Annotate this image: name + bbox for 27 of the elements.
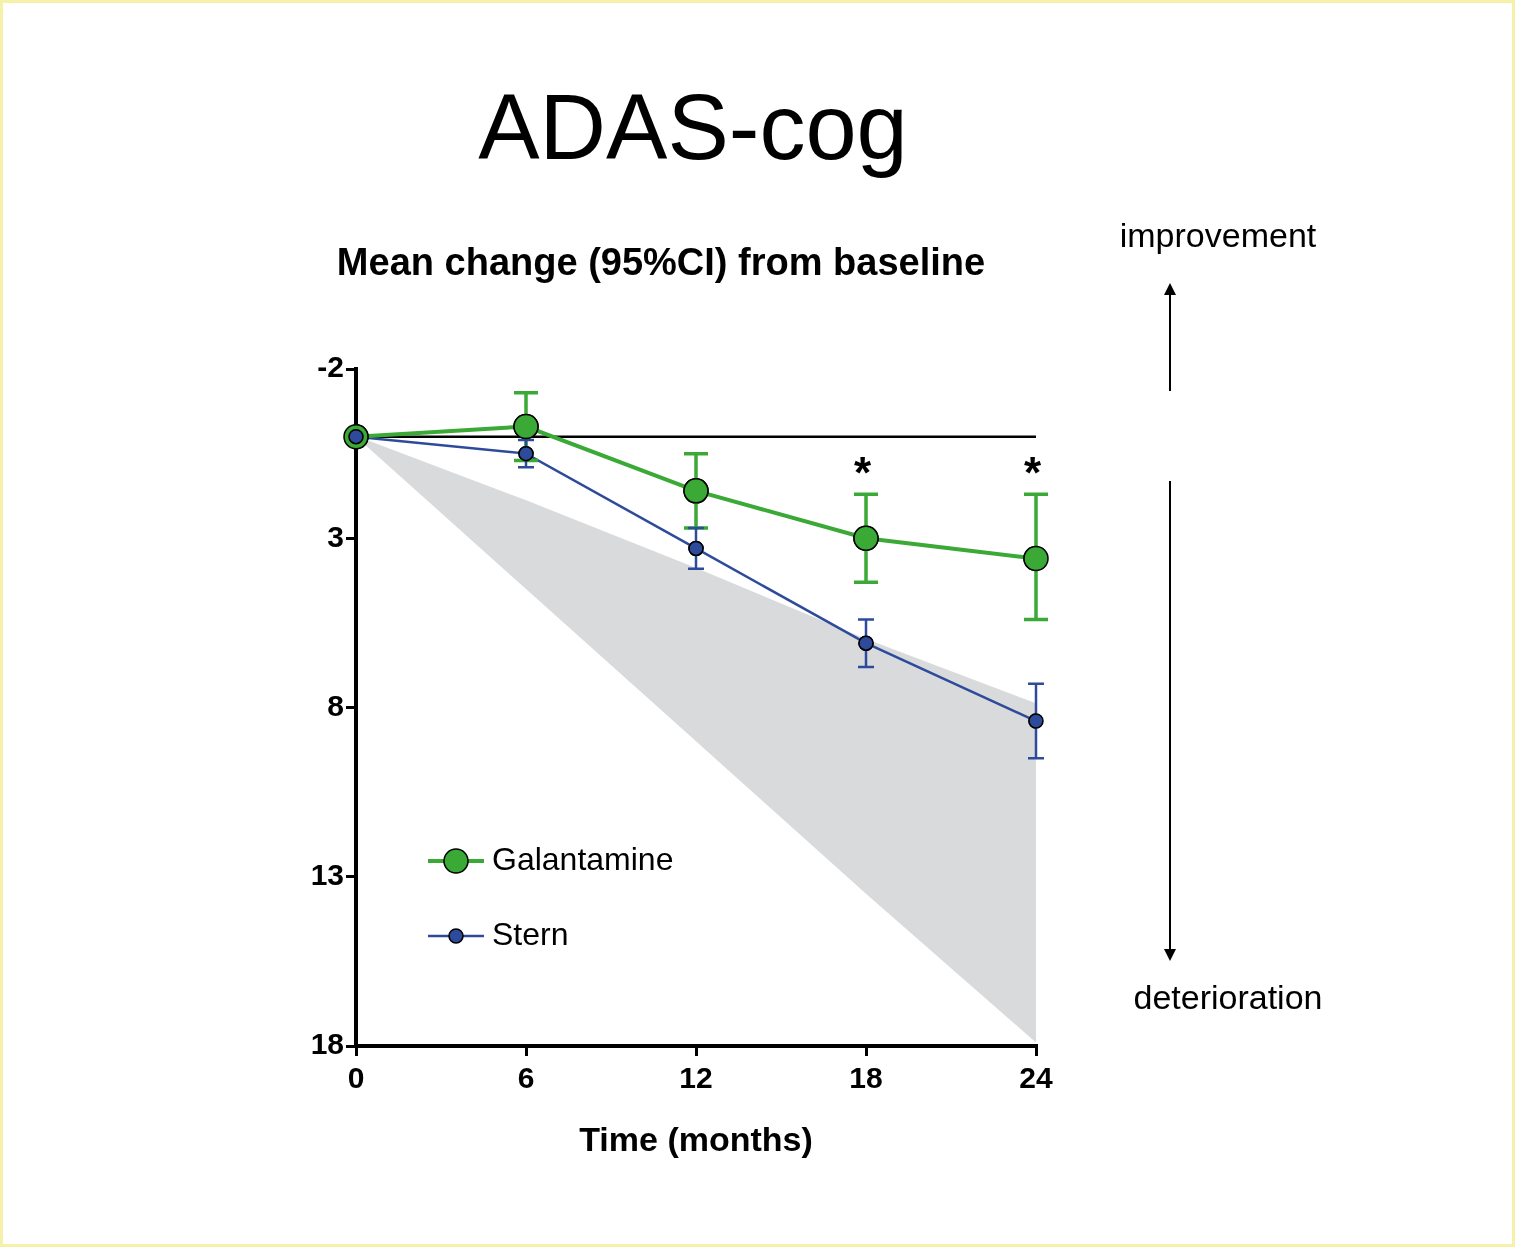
x-tick-label: 6 [517, 1061, 535, 1095]
point [858, 635, 874, 651]
annotation: * [1024, 448, 1042, 498]
point [518, 445, 534, 462]
legend-label: Galantamine [492, 840, 674, 877]
point [513, 413, 539, 440]
annotation: * [854, 448, 872, 498]
legend-label: Stern [492, 915, 569, 952]
point [1023, 545, 1049, 572]
text: deterioration [1132, 978, 1324, 1017]
y-tick-label: 18 [310, 1027, 344, 1061]
point [683, 478, 709, 504]
text: improvement [1118, 216, 1318, 255]
y-tick-label: 8 [327, 688, 344, 722]
y-tick-label: 13 [310, 858, 344, 892]
point [688, 540, 704, 557]
x-tick-label: 0 [347, 1061, 365, 1095]
x-axis-title: Time (months) [579, 1119, 813, 1158]
chart-subtitle: Mean change (95%CI) from baseline [335, 241, 987, 284]
x-tick-label: 24 [1019, 1061, 1053, 1095]
x-tick-label: 12 [679, 1061, 713, 1095]
y-tick-label: -2 [317, 350, 344, 384]
x-tick-label: 18 [849, 1061, 883, 1095]
point [1028, 713, 1044, 729]
point [853, 525, 879, 551]
y-tick-label: 3 [327, 519, 344, 553]
chart-title: ADAS-cog [477, 75, 909, 180]
